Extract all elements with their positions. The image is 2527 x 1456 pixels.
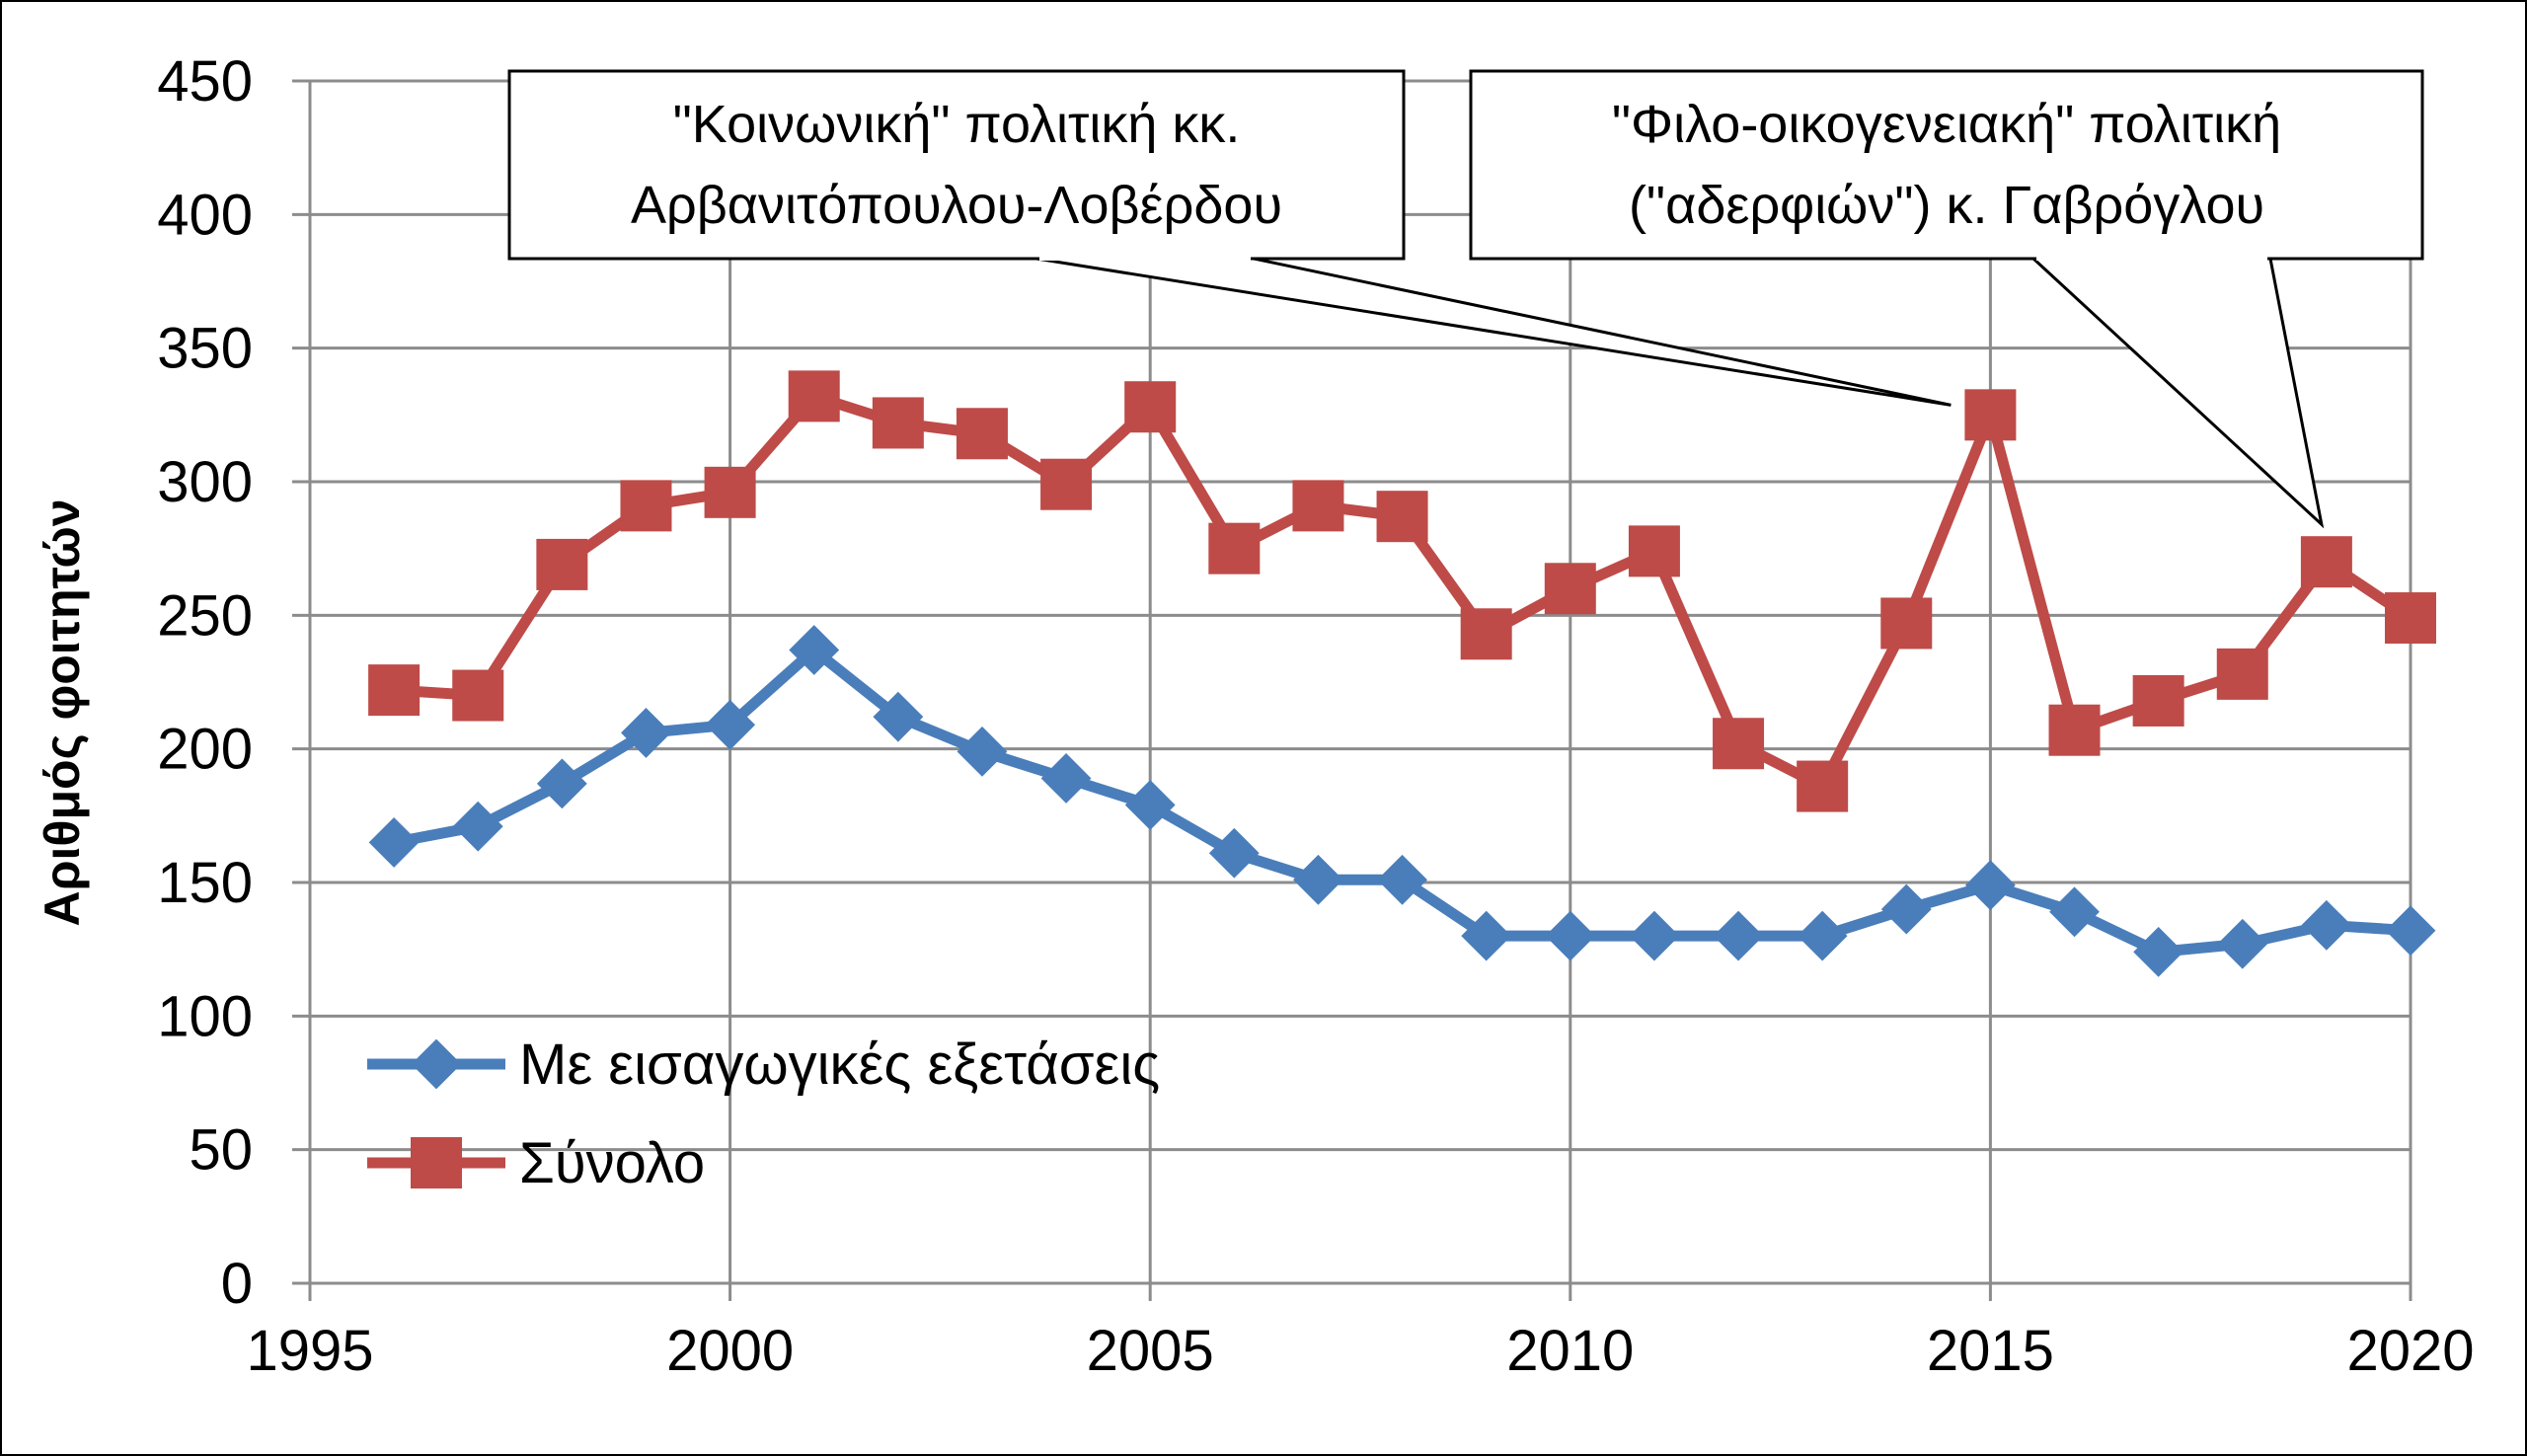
y-tick-label: 0 — [221, 1252, 253, 1316]
diamond-point — [2049, 886, 2100, 938]
square-point — [1292, 480, 1344, 532]
y-tick-label: 200 — [157, 718, 253, 782]
diamond-point — [2385, 905, 2436, 957]
square-point — [1124, 381, 1177, 433]
square-point — [1040, 458, 1093, 510]
square-point — [2216, 648, 2268, 700]
diamond-point — [1545, 910, 1596, 961]
square-point — [1628, 525, 1680, 577]
x-tick-label: 2020 — [2346, 1319, 2474, 1383]
y-tick-label: 350 — [157, 317, 253, 381]
y-tick-label: 250 — [157, 583, 253, 648]
square-point — [1797, 760, 1849, 812]
legend-diamond-icon — [411, 1038, 462, 1090]
legend: Με εισαγωγικές εξετάσεις Σύνολο — [367, 1033, 1160, 1195]
series-entrance-exams — [368, 625, 2436, 977]
diamond-point — [873, 691, 924, 742]
square-point — [1376, 491, 1428, 543]
diamond-point — [1880, 883, 1932, 935]
square-point — [1544, 563, 1596, 615]
x-tick-label: 2015 — [1927, 1319, 2054, 1383]
callout-box — [507, 69, 1406, 261]
callout-text-line: ("αδερφιών") κ. Γαβρόγλου — [1629, 176, 2264, 235]
legend-label: Με εισαγωγικές εξετάσεις — [519, 1033, 1160, 1097]
legend-label: Σύνολο — [519, 1131, 705, 1195]
diamond-point — [1629, 910, 1680, 961]
square-point — [788, 370, 840, 422]
square-point — [872, 397, 924, 449]
y-tick-label: 150 — [157, 851, 253, 915]
legend-item: Σύνολο — [367, 1131, 705, 1195]
legend-item: Με εισαγωγικές εξετάσεις — [367, 1033, 1160, 1097]
diamond-point — [1208, 827, 1260, 879]
x-tick-label: 2005 — [1087, 1319, 1214, 1383]
square-point — [2048, 704, 2101, 756]
square-point — [2132, 674, 2184, 727]
diamond-point — [957, 726, 1008, 777]
diamond-point — [2133, 926, 2184, 977]
diamond-point — [1713, 910, 1764, 961]
callout-text-line: "Κοινωνική" πολιτική κκ. — [673, 95, 1241, 154]
square-point — [1713, 718, 1765, 770]
callout-pointer — [2029, 257, 2325, 529]
square-point — [1964, 389, 2017, 441]
diamond-point — [621, 708, 671, 758]
annotation-callout: "Κοινωνική" πολιτική κκ. Αρβανιτόπουλου-Λ… — [507, 69, 1952, 407]
square-point — [1208, 522, 1261, 575]
square-point — [452, 669, 504, 722]
square-point — [368, 664, 421, 717]
square-point — [1460, 608, 1512, 660]
series-total — [368, 370, 2436, 812]
square-point — [2385, 592, 2436, 645]
callout-text-line: Αρβανιτόπουλου-Λοβέρδου — [631, 176, 1282, 235]
diamond-point — [1124, 780, 1176, 830]
x-tick-labels: 1995 2000 2005 2010 2015 2020 — [246, 1319, 2474, 1383]
diamond-point — [1293, 854, 1343, 905]
diamond-point — [1964, 860, 2016, 911]
y-axis-label: Αριθμός φοιτητών — [35, 498, 90, 926]
annotation-callout: "Φιλο-οικογενειακή" πολιτική ("αδερφιών")… — [1469, 69, 2424, 529]
diamond-point — [1040, 753, 1092, 804]
y-tick-label: 300 — [157, 450, 253, 514]
square-point — [956, 408, 1008, 460]
callout-box — [1469, 69, 2424, 261]
diamond-point — [789, 625, 840, 675]
diamond-point — [1797, 910, 1848, 961]
axes — [292, 79, 2412, 1301]
y-tick-label: 50 — [189, 1118, 253, 1183]
annotations: "Κοινωνική" πολιτική κκ. Αρβανιτόπουλου-Λ… — [507, 69, 2424, 529]
diamond-point — [452, 801, 503, 852]
diamond-point — [2217, 918, 2268, 969]
square-point — [620, 480, 672, 532]
y-tick-label: 100 — [157, 984, 253, 1048]
x-tick-label: 1995 — [246, 1319, 373, 1383]
diamond-point — [1461, 910, 1512, 961]
series-line — [393, 645, 2412, 958]
diamond-point — [705, 699, 756, 750]
series — [368, 370, 2436, 977]
square-point — [704, 466, 756, 518]
square-point — [536, 538, 588, 590]
diamond-point — [2301, 899, 2352, 951]
square-point — [1880, 597, 1933, 650]
diamond-point — [536, 758, 587, 809]
y-tick-label: 450 — [157, 49, 253, 114]
x-tick-label: 2000 — [666, 1319, 794, 1383]
callout-text-line: "Φιλο-οικογενειακή" πολιτική — [1612, 95, 2281, 154]
square-point — [2300, 536, 2352, 588]
diamond-point — [1377, 854, 1427, 905]
x-tick-label: 2010 — [1506, 1319, 1634, 1383]
diamond-point — [368, 816, 420, 868]
legend-square-icon — [411, 1137, 462, 1188]
y-tick-label: 400 — [157, 183, 253, 247]
y-tick-labels: 0 50 100 150 200 250 300 350 400 450 — [157, 49, 253, 1316]
